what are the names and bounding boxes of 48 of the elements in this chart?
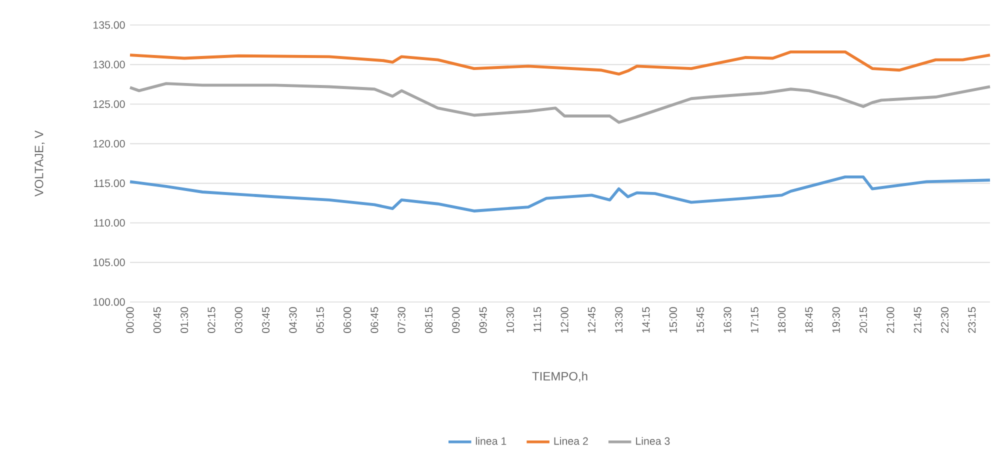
x-tick-label: 18:00: [778, 307, 786, 333]
x-tick-label: 12:45: [588, 307, 596, 333]
x-tick-label: 16:30: [724, 307, 732, 333]
x-tick-label: 00:00: [126, 307, 134, 333]
x-tick-label: 23:15: [968, 307, 976, 333]
x-tick-label: 17:15: [750, 307, 758, 333]
x-tick-label: 12:00: [560, 307, 568, 333]
x-tick-label: 20:15: [860, 307, 868, 333]
x-tick-label: 22:30: [940, 307, 949, 333]
x-tick-label: 03:00: [234, 307, 242, 333]
x-tick-label: 07:30: [398, 307, 406, 333]
legend-label: Linea 2: [554, 437, 588, 445]
x-axis-title: TIEMPO,h: [532, 372, 588, 382]
y-tick-label: 130.00: [93, 60, 125, 68]
y-tick-label: 110.00: [94, 219, 125, 227]
x-tick-label: 19:30: [832, 307, 840, 333]
y-tick-label: 100.00: [93, 298, 125, 306]
x-tick-label: 10:30: [506, 307, 514, 333]
y-axis-title: VOLTAJE, V: [34, 130, 45, 197]
x-tick-label: 18:45: [805, 307, 813, 333]
x-tick-label: 06:00: [344, 307, 352, 333]
x-tick-label: 04:30: [289, 307, 297, 333]
line-series: [128, 175, 992, 212]
x-tick-label: 14:15: [642, 307, 650, 333]
y-tick-label: 120.00: [93, 140, 125, 148]
x-tick-label: 06:45: [370, 307, 378, 333]
line-series: [128, 50, 992, 76]
y-tick-label: 105.00: [93, 258, 125, 266]
x-tick-label: 13:30: [615, 307, 623, 333]
line-series: [128, 82, 992, 124]
y-tick-label: 115.00: [94, 180, 125, 188]
y-tick-label: 125.00: [93, 100, 125, 108]
x-tick-label: 11:15: [534, 307, 542, 332]
x-tick-label: 09:45: [479, 307, 487, 333]
x-tick-label: 08:15: [424, 307, 433, 333]
x-tick-label: 21:45: [914, 307, 922, 333]
x-tick-label: 21:00: [886, 307, 894, 333]
x-tick-label: 00:45: [153, 307, 161, 333]
legend-label: Linea 3: [636, 437, 670, 445]
y-tick-label: 135.00: [93, 21, 125, 29]
x-tick-label: 15:00: [669, 307, 677, 333]
legend-label: linea 1: [476, 437, 506, 445]
x-tick-label: 15:45: [696, 307, 704, 333]
x-tick-label: 03:45: [262, 307, 270, 333]
x-tick-label: 02:15: [208, 307, 216, 333]
x-tick-label: 01:30: [180, 307, 188, 333]
x-tick-label: 09:00: [452, 307, 460, 333]
x-tick-label: 05:15: [316, 307, 324, 333]
